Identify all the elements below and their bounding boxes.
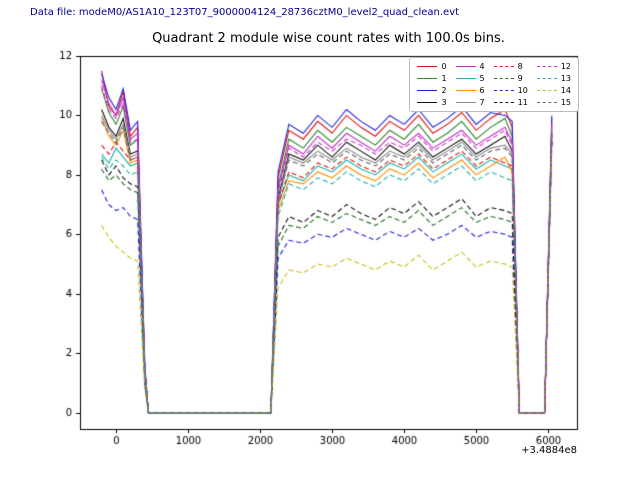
legend-item: 2 [417, 85, 447, 96]
legend-item: 3 [417, 97, 447, 108]
legend-label: 8 [517, 62, 523, 71]
legend-label: 12 [560, 62, 571, 71]
legend-item: 7 [455, 97, 485, 108]
legend-item: 11 [493, 97, 528, 108]
legend-item: 13 [536, 73, 571, 84]
legend-item: 14 [536, 85, 571, 96]
legend-line-sample [417, 78, 438, 79]
legend-item: 0 [417, 61, 447, 72]
legend-line-sample [536, 78, 557, 79]
legend-item: 6 [455, 85, 485, 96]
legend-label: 0 [441, 62, 447, 71]
legend-line-sample [455, 90, 476, 91]
legend-line-sample [455, 78, 476, 79]
legend-label: 2 [441, 86, 447, 95]
legend-label: 5 [479, 74, 485, 83]
legend-line-sample [417, 102, 438, 103]
legend-label: 10 [517, 86, 528, 95]
legend-item: 8 [493, 61, 528, 72]
legend-label: 6 [479, 86, 485, 95]
legend-label: 9 [517, 74, 523, 83]
legend-line-sample [493, 66, 514, 67]
x-axis-offset-label: +3.4884e8 [521, 445, 577, 456]
legend-label: 14 [560, 86, 571, 95]
legend-label: 13 [560, 74, 571, 83]
legend-line-sample [493, 90, 514, 91]
legend-label: 4 [479, 62, 485, 71]
legend-item: 4 [455, 61, 485, 72]
legend-item: 12 [536, 61, 571, 72]
legend-line-sample [417, 90, 438, 91]
legend-line-sample [536, 90, 557, 91]
legend-label: 11 [517, 98, 528, 107]
legend-line-sample [417, 66, 438, 67]
legend-label: 1 [441, 74, 447, 83]
legend-label: 3 [441, 98, 447, 107]
legend-line-sample [493, 78, 514, 79]
legend: 0 1 2 3 4 5 6 7 8 9 10 11 12 13 14 15 [409, 57, 579, 112]
legend-line-sample [493, 102, 514, 103]
legend-line-sample [536, 66, 557, 67]
legend-item: 1 [417, 73, 447, 84]
legend-label: 15 [560, 98, 571, 107]
legend-label: 7 [479, 98, 485, 107]
legend-line-sample [455, 102, 476, 103]
legend-item: 10 [493, 85, 528, 96]
legend-line-sample [455, 66, 476, 67]
legend-item: 5 [455, 73, 485, 84]
legend-line-sample [536, 102, 557, 103]
legend-item: 9 [493, 73, 528, 84]
legend-item: 15 [536, 97, 571, 108]
